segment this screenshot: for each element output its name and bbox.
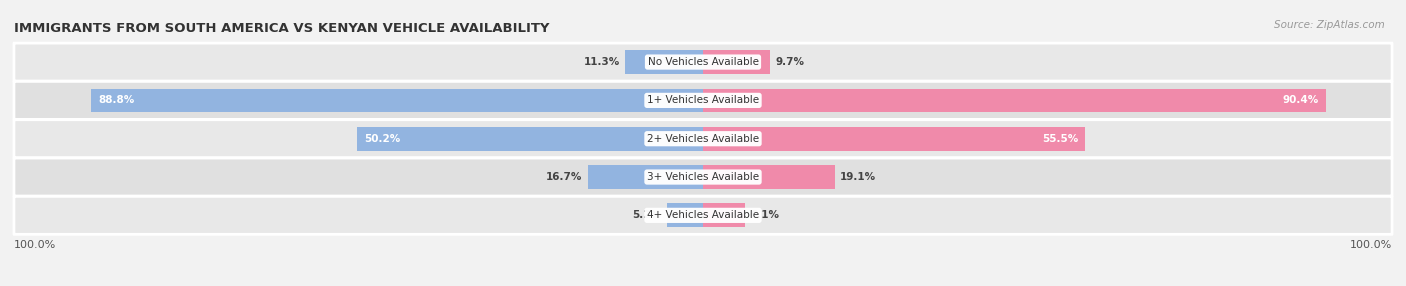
Bar: [91, 88, 703, 112]
Bar: [357, 127, 703, 151]
FancyBboxPatch shape: [14, 158, 1392, 196]
FancyBboxPatch shape: [14, 82, 1392, 119]
Bar: [703, 203, 745, 227]
Text: 50.2%: 50.2%: [364, 134, 401, 144]
Text: 100.0%: 100.0%: [1350, 240, 1392, 250]
FancyBboxPatch shape: [14, 120, 1392, 158]
Bar: [703, 165, 835, 189]
Text: 11.3%: 11.3%: [583, 57, 620, 67]
Text: 16.7%: 16.7%: [546, 172, 582, 182]
Text: 19.1%: 19.1%: [841, 172, 876, 182]
Text: 2+ Vehicles Available: 2+ Vehicles Available: [647, 134, 759, 144]
Text: 100.0%: 100.0%: [14, 240, 56, 250]
Text: 1+ Vehicles Available: 1+ Vehicles Available: [647, 96, 759, 105]
Bar: [668, 203, 703, 227]
Bar: [703, 50, 770, 74]
Text: 9.7%: 9.7%: [775, 57, 804, 67]
Text: No Vehicles Available: No Vehicles Available: [648, 57, 758, 67]
Text: 55.5%: 55.5%: [1042, 134, 1078, 144]
FancyBboxPatch shape: [14, 43, 1392, 81]
Text: Source: ZipAtlas.com: Source: ZipAtlas.com: [1274, 20, 1385, 30]
Text: 5.2%: 5.2%: [633, 210, 662, 220]
Bar: [703, 88, 1326, 112]
Bar: [588, 165, 703, 189]
Text: 6.1%: 6.1%: [751, 210, 779, 220]
FancyBboxPatch shape: [14, 196, 1392, 234]
Bar: [703, 127, 1085, 151]
Text: 90.4%: 90.4%: [1282, 96, 1319, 105]
Text: 88.8%: 88.8%: [98, 96, 135, 105]
Text: 4+ Vehicles Available: 4+ Vehicles Available: [647, 210, 759, 220]
Text: 3+ Vehicles Available: 3+ Vehicles Available: [647, 172, 759, 182]
Text: IMMIGRANTS FROM SOUTH AMERICA VS KENYAN VEHICLE AVAILABILITY: IMMIGRANTS FROM SOUTH AMERICA VS KENYAN …: [14, 22, 550, 35]
Bar: [626, 50, 703, 74]
